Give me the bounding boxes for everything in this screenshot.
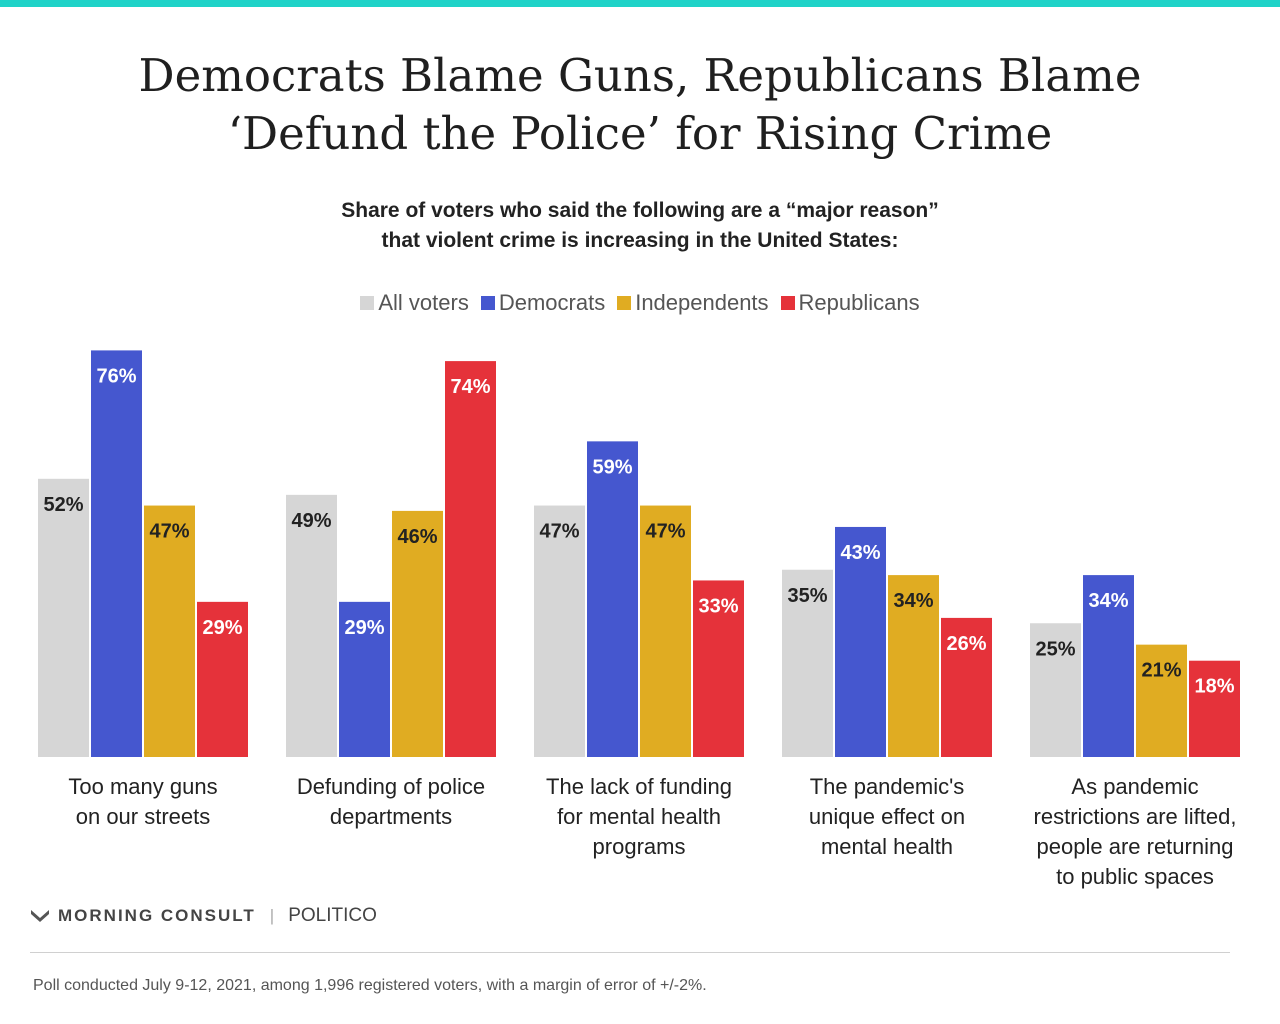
- category-label-3-line-2: mental health: [820, 834, 954, 859]
- bar-republicans-2: [693, 580, 744, 757]
- data-label-republicans-2: 33%: [698, 595, 738, 617]
- data-label-democrats-1: 29%: [344, 617, 384, 639]
- legend-label-democrats: Democrats: [498, 290, 606, 315]
- legend-item-republicans: Republicans: [780, 290, 920, 316]
- data-label-all-voters-1: 49%: [291, 510, 331, 532]
- data-label-independents-4: 21%: [1141, 660, 1181, 682]
- legend: All voters Democrats Independents Republ…: [0, 290, 1280, 316]
- data-label-republicans-1: 74%: [450, 376, 490, 398]
- bar-republicans-4: [1189, 660, 1240, 757]
- footnote: Poll conducted July 9-12, 2021, among 1,…: [33, 977, 707, 994]
- bar-democrats-4: [1083, 575, 1134, 757]
- bar-independents-4: [1136, 644, 1187, 757]
- bar-chart: 52% 76% 47% 29% 49% 29% 46% 74% 47% 59% 47% 33% 35% 4…: [38, 350, 1240, 757]
- legend-swatch-democrats: [480, 296, 495, 310]
- bar-republicans-0: [197, 601, 248, 757]
- brand-separator: |: [269, 906, 275, 925]
- chart-subtitle-line-2: that violent crime is increasing in the …: [381, 229, 899, 252]
- legend-swatch-republicans: [780, 296, 795, 310]
- category-label-1-line-1: departments: [329, 804, 453, 829]
- legend-swatch-all-voters: [360, 296, 375, 310]
- legend-swatch-independents: [617, 296, 632, 310]
- category-label-3-line-1: unique effect on: [808, 804, 966, 829]
- legend-label-all-voters: All voters: [378, 290, 469, 315]
- bar-independents-3: [888, 575, 939, 757]
- footer-divider: [30, 952, 1230, 953]
- chart-title-line-1: Democrats Blame Guns, Republicans Blame: [138, 49, 1142, 102]
- category-label-4: As pandemic restrictions are lifted, peopl…: [1010, 772, 1260, 892]
- category-label-3-line-0: The pandemic's: [809, 774, 965, 799]
- bar-independents-0: [144, 505, 195, 757]
- category-label-2-line-0: The lack of funding: [546, 774, 732, 799]
- category-label-0-line-1: on our streets: [75, 804, 211, 829]
- chart-title-line-2: ‘Defund the Police’ for Rising Crime: [227, 107, 1053, 160]
- category-label-2: The lack of funding for mental health prog…: [514, 772, 764, 862]
- partner-name: POLITICO: [288, 905, 377, 926]
- bar-all-voters-2: [534, 505, 585, 757]
- category-label-1-line-0: Defunding of police: [296, 774, 486, 799]
- bar-democrats-3: [835, 526, 886, 757]
- data-label-democrats-2: 59%: [592, 456, 632, 478]
- top-accent-bar: [0, 0, 1280, 7]
- legend-label-republicans: Republicans: [798, 290, 920, 315]
- morning-consult-logo-icon: [31, 910, 49, 922]
- bar-all-voters-0: [38, 478, 89, 757]
- legend-label-independents: Independents: [635, 290, 769, 315]
- data-label-democrats-0: 76%: [96, 365, 136, 387]
- data-label-all-voters-4: 25%: [1035, 638, 1075, 660]
- bar-democrats-1: [339, 601, 390, 757]
- data-label-all-voters-0: 52%: [43, 494, 83, 516]
- category-label-0: Too many guns on our streets: [18, 772, 268, 832]
- data-label-democrats-4: 34%: [1088, 590, 1128, 612]
- footer-brand: MORNING CONSULT | POLITICO: [30, 905, 377, 927]
- legend-item-democrats: Democrats: [480, 290, 606, 316]
- bar-democrats-2: [587, 441, 638, 757]
- category-label-2-line-2: programs: [592, 834, 686, 859]
- bar-all-voters-3: [782, 569, 833, 757]
- data-label-republicans-3: 26%: [946, 633, 986, 655]
- category-label-4-line-3: to public spaces: [1056, 864, 1214, 889]
- data-label-all-voters-2: 47%: [539, 521, 579, 543]
- bar-all-voters-1: [286, 494, 337, 757]
- category-label-4-line-1: restrictions are lifted,: [1033, 804, 1237, 829]
- bar-republicans-3: [941, 617, 992, 757]
- data-label-all-voters-3: 35%: [787, 585, 827, 607]
- category-label-4-line-0: As pandemic: [1071, 774, 1199, 799]
- data-label-democrats-3: 43%: [840, 542, 880, 564]
- category-label-4-line-2: people are returning: [1036, 834, 1234, 859]
- data-label-independents-0: 47%: [149, 521, 189, 543]
- category-label-2-line-1: for mental health: [557, 804, 721, 829]
- data-label-independents-3: 34%: [893, 590, 933, 612]
- category-label-1: Defunding of police departments: [266, 772, 516, 832]
- bar-democrats-0: [91, 350, 142, 757]
- bar-republicans-1: [445, 361, 496, 757]
- data-label-independents-2: 47%: [645, 521, 685, 543]
- category-label-0-line-0: Too many guns: [68, 774, 218, 799]
- chart-subtitle-line-1: Share of voters who said the following a…: [341, 199, 939, 222]
- data-label-independents-1: 46%: [397, 526, 437, 548]
- bar-independents-1: [392, 510, 443, 757]
- data-label-republicans-4: 18%: [1194, 676, 1234, 698]
- data-label-republicans-0: 29%: [202, 617, 242, 639]
- bar-all-voters-4: [1030, 623, 1081, 757]
- bar-independents-2: [640, 505, 691, 757]
- legend-item-all-voters: All voters: [360, 290, 469, 316]
- brand-name: MORNING CONSULT: [58, 906, 256, 925]
- legend-item-independents: Independents: [617, 290, 769, 316]
- category-label-3: The pandemic's unique effect on mental hea…: [762, 772, 1012, 862]
